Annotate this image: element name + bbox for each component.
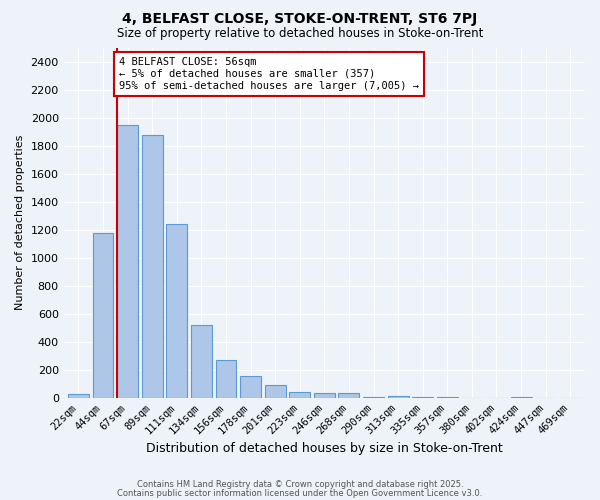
Bar — [117, 124, 138, 398]
Bar — [191, 325, 212, 398]
Bar — [215, 360, 236, 398]
Text: 4, BELFAST CLOSE, STOKE-ON-TRENT, ST6 7PJ: 4, BELFAST CLOSE, STOKE-ON-TRENT, ST6 7P… — [122, 12, 478, 26]
Text: Contains public sector information licensed under the Open Government Licence v3: Contains public sector information licen… — [118, 488, 482, 498]
Bar — [363, 396, 384, 398]
Bar — [289, 392, 310, 398]
Bar — [92, 234, 113, 398]
Bar — [240, 376, 261, 398]
X-axis label: Distribution of detached houses by size in Stoke-on-Trent: Distribution of detached houses by size … — [146, 442, 503, 455]
Bar — [388, 396, 409, 398]
Text: 4 BELFAST CLOSE: 56sqm
← 5% of detached houses are smaller (357)
95% of semi-det: 4 BELFAST CLOSE: 56sqm ← 5% of detached … — [119, 58, 419, 90]
Bar — [142, 135, 163, 398]
Bar — [68, 394, 89, 398]
Bar — [314, 393, 335, 398]
Bar — [265, 386, 286, 398]
Bar — [338, 393, 359, 398]
Text: Contains HM Land Registry data © Crown copyright and database right 2025.: Contains HM Land Registry data © Crown c… — [137, 480, 463, 489]
Bar — [166, 224, 187, 398]
Y-axis label: Number of detached properties: Number of detached properties — [15, 135, 25, 310]
Text: Size of property relative to detached houses in Stoke-on-Trent: Size of property relative to detached ho… — [117, 28, 483, 40]
